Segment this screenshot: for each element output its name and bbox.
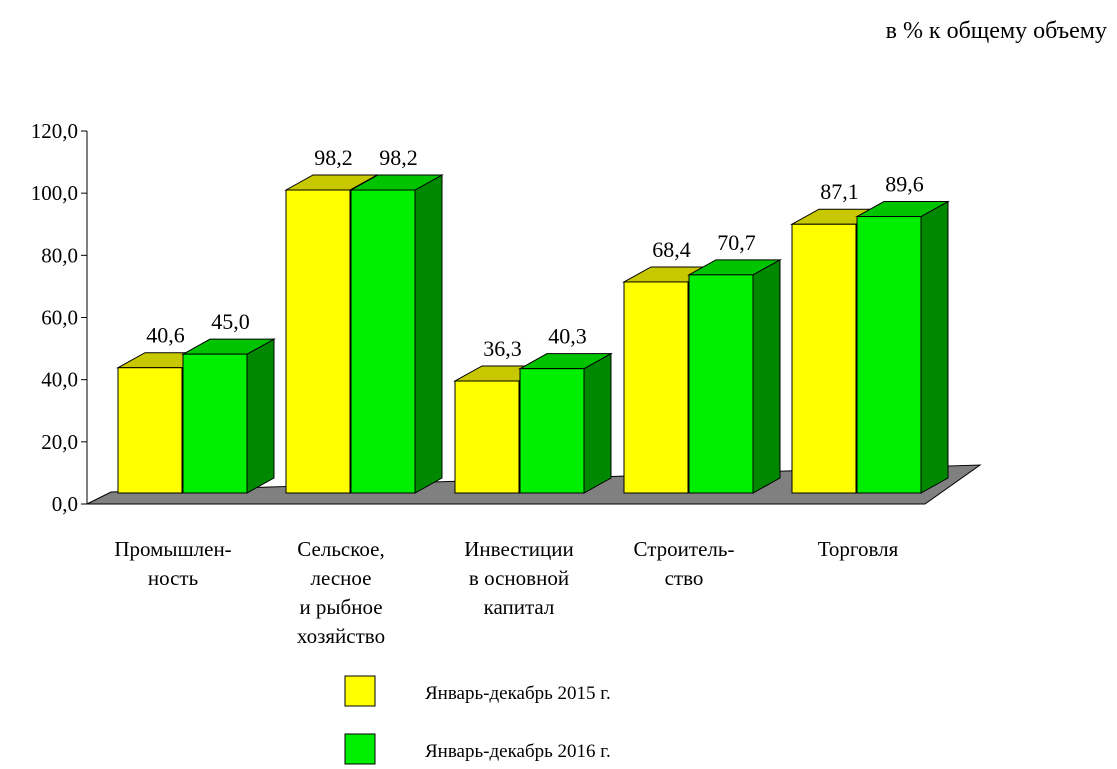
y-tick-label: 20,0 [41, 430, 78, 454]
data-label: 98,2 [314, 145, 353, 170]
legend-swatch [344, 675, 376, 707]
category-label: и рыбное [299, 595, 382, 619]
bar-side [246, 338, 275, 494]
y-tick-label: 40,0 [41, 368, 78, 392]
category-label: Сельское, [297, 537, 384, 561]
category-label: Промышлен- [114, 537, 231, 561]
data-label: 40,6 [146, 323, 185, 348]
y-tick-label: 0,0 [52, 492, 78, 516]
bar [623, 281, 689, 494]
category-label: ность [148, 566, 198, 590]
category-label: лесное [311, 566, 372, 590]
category-label: хозяйство [297, 624, 385, 648]
bar [350, 189, 416, 494]
bar-side [414, 174, 443, 494]
y-tick-label: 120,0 [31, 119, 78, 143]
bar [791, 223, 857, 494]
bar-side [752, 259, 781, 494]
y-tick-label: 80,0 [41, 243, 78, 267]
category-label: капитал [484, 595, 555, 619]
legend-label: Январь-декабрь 2015 г. [425, 683, 611, 704]
data-label: 89,6 [885, 172, 924, 197]
data-label: 68,4 [652, 237, 691, 262]
bar [519, 368, 585, 494]
category-label: в основной [469, 566, 569, 590]
data-label: 40,3 [548, 324, 587, 349]
bar [182, 353, 248, 494]
bar [688, 274, 754, 494]
data-label: 70,7 [717, 230, 756, 255]
data-label: 36,3 [483, 336, 522, 361]
bar [856, 216, 922, 494]
bar-side [583, 352, 612, 494]
y-tick-label: 100,0 [31, 181, 78, 205]
bar-side [920, 200, 949, 494]
category-label: ство [665, 566, 704, 590]
bar [117, 367, 183, 494]
legend-label: Январь-декабрь 2016 г. [425, 741, 611, 762]
data-label: 87,1 [820, 179, 859, 204]
legend-swatch [344, 733, 376, 765]
category-label: Строитель- [634, 537, 735, 561]
bar [454, 380, 520, 494]
data-label: 45,0 [211, 309, 250, 334]
y-tick-label: 60,0 [41, 306, 78, 330]
data-label: 98,2 [379, 145, 418, 170]
chart-subtitle: в % к общему объему [885, 18, 1107, 44]
category-label: Инвестиции [464, 537, 574, 561]
bar [285, 189, 351, 494]
category-label: Торговля [818, 537, 899, 561]
